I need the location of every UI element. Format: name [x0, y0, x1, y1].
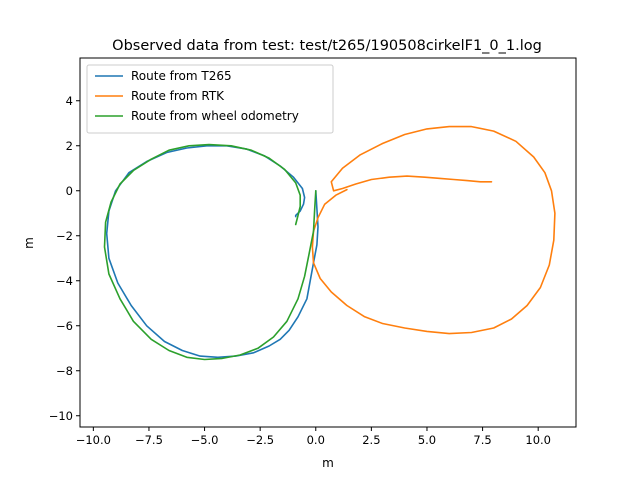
x-tick-label: 2.5	[362, 433, 380, 447]
x-tick-label: −10.0	[76, 433, 111, 447]
legend-items: Route from T265 Route from RTK Route from …	[95, 69, 299, 123]
series-line-1	[311, 125, 556, 335]
series-layer	[103, 125, 556, 361]
y-tick-label: −4	[56, 274, 73, 288]
legend: Route from T265 Route from RTK Route from …	[86, 64, 334, 134]
x-tick-label: −5.0	[191, 433, 219, 447]
legend-box	[86, 64, 334, 134]
x-tick-label: 5.0	[418, 433, 436, 447]
legend-label-1: Route from RTK	[131, 89, 225, 103]
y-tick-label: 0	[66, 184, 73, 198]
plot-area	[79, 57, 577, 428]
chart-title: Observed data from test: test/t265/19050…	[112, 38, 542, 54]
y-tick-label: −8	[56, 364, 73, 378]
legend-label-2: Route from wheel odometry	[131, 109, 299, 123]
y-tick-label: −2	[56, 229, 73, 243]
x-tick-label: −2.5	[246, 433, 274, 447]
x-tick-label: 0.0	[307, 433, 325, 447]
x-tick-label: −7.5	[135, 433, 163, 447]
plot-frame	[79, 57, 577, 428]
x-axis-label: m	[322, 456, 334, 470]
series-line-0	[105, 145, 319, 359]
y-axis: −10 −8 −6 −4 −2 0 2 4	[49, 94, 80, 423]
y-axis-label: m	[22, 237, 36, 249]
y-tick-label: −6	[56, 319, 73, 333]
x-tick-label: 7.5	[473, 433, 491, 447]
y-tick-label: 4	[66, 94, 73, 108]
y-tick-label: 2	[66, 139, 73, 153]
legend-label-0: Route from T265	[131, 69, 232, 83]
x-tick-label: 10.0	[525, 433, 551, 447]
series-line-2	[103, 143, 317, 361]
x-axis: −10.0 −7.5 −5.0 −2.5 0.0 2.5 5.0 7.5 10.0	[76, 427, 551, 447]
y-tick-label: −10	[49, 409, 73, 423]
